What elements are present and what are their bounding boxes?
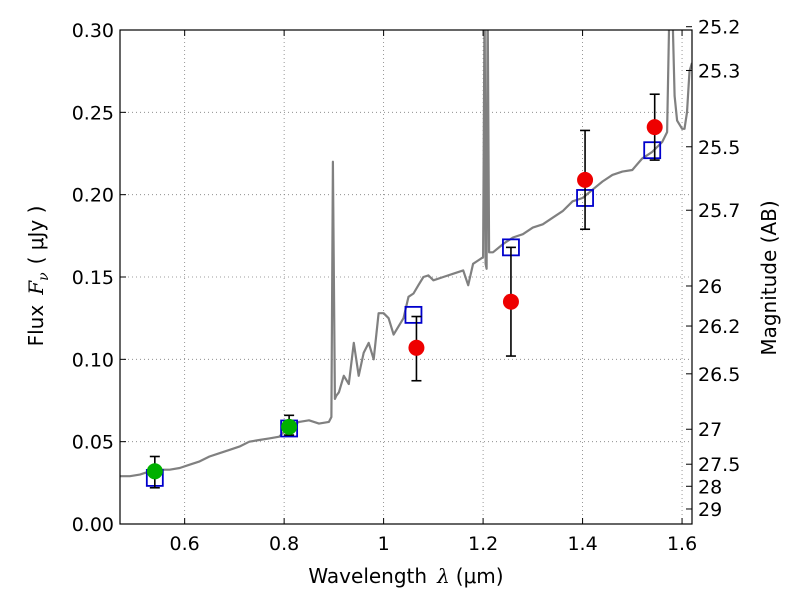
y2-tick-label: 29	[698, 499, 722, 521]
y2-tick-label: 27	[698, 419, 722, 441]
observed-nir-point	[577, 171, 594, 188]
axis-ticks: 0.6 0.8 1 1.2 1.4 1.6 0.00 0.05 0.10 0.15 0.20 0.25…	[72, 17, 741, 555]
y-tick-label: 0.15	[72, 267, 114, 289]
y-tick-label: 0.10	[72, 349, 114, 371]
y2-tick-label: 27.5	[698, 454, 740, 476]
x-tick-label: 1.6	[667, 533, 697, 555]
y-tick-label: 0.30	[72, 20, 114, 42]
plot-frame	[119, 29, 693, 525]
y2-tick-label: 26.5	[698, 364, 740, 386]
observed-nir-point	[502, 293, 519, 310]
observed-optical-point	[281, 418, 298, 435]
model-photometry-square	[643, 141, 662, 160]
y2-axis-label: Magnitude (AB)	[757, 200, 781, 355]
y2-tick-label: 25.5	[698, 137, 740, 159]
spectrum-layer	[120, 30, 692, 478]
spectrum-line	[120, 30, 692, 478]
y2-tick-label: 26.2	[698, 316, 740, 338]
model-photometry-square	[404, 305, 423, 324]
y2-tick-label: 25.2	[698, 17, 740, 39]
x-axis-label: Wavelength λ (μm)	[308, 564, 503, 588]
y2-tick-label: 25.3	[698, 60, 740, 82]
grid	[120, 29, 692, 525]
y2-tick-label: 26	[698, 276, 722, 298]
x-tick-label: 0.8	[269, 533, 299, 555]
x-tick-label: 1.4	[567, 533, 597, 555]
y-axis-label: FluxFν( μJy )	[24, 206, 52, 347]
error-bar-layer	[149, 93, 660, 489]
y2-tick-label: 25.7	[698, 200, 740, 222]
observed-nir-point	[646, 119, 663, 136]
y2-tick-label: 28	[698, 476, 722, 498]
y-tick-label: 0.25	[72, 102, 114, 124]
y-tick-label: 0.05	[72, 432, 114, 454]
x-tick-label: 1.2	[468, 533, 498, 555]
x-tick-label: 0.6	[170, 533, 200, 555]
observed-optical-point	[146, 463, 163, 480]
y-tick-label: 0.00	[72, 514, 114, 536]
observed-nir-point	[408, 339, 425, 356]
x-tick-label: 1	[378, 533, 390, 555]
y-tick-label: 0.20	[72, 185, 114, 207]
observed-points-layer	[146, 119, 663, 480]
